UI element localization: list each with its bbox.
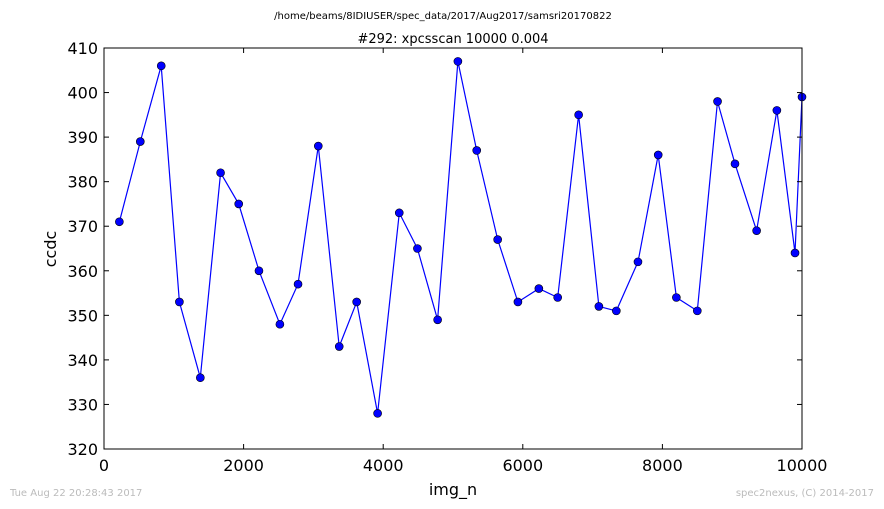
data-point [115,217,124,227]
y-axis-label: ccdc [41,231,60,268]
data-point [713,97,722,106]
x-tick-label: 4000 [363,456,404,475]
footer-credit: spec2nexus, (C) 2014-2017 [735,488,874,499]
y-tick-label: 340 [67,351,98,370]
x-tick-label: 0 [99,456,109,475]
x-tick-label: 10000 [777,456,828,475]
data-layer [115,57,807,418]
x-tick-label: 2000 [223,456,264,475]
data-point [156,61,166,71]
data-point [633,257,643,267]
data-point [196,373,205,383]
y-tick-label: 330 [67,395,98,414]
data-point [413,244,422,253]
data-point [574,110,583,120]
data-point [175,297,184,307]
y-tick-label: 380 [67,173,98,192]
series-line [118,61,803,414]
data-point [234,199,244,209]
plot-frame [103,47,803,450]
y-tick-label: 390 [67,128,98,147]
data-point [275,319,285,329]
data-point [594,302,604,311]
data-point [790,248,800,258]
data-point [135,137,145,146]
data-point [493,235,502,244]
data-point [612,306,621,316]
data-point [672,293,681,302]
data-point [293,279,303,289]
y-tick-label: 410 [67,39,98,58]
data-point [653,150,663,160]
x-tick-label: 8000 [642,456,683,475]
data-point [553,293,563,302]
x-tick-label: 6000 [502,456,543,475]
data-point [730,159,740,169]
y-tick-label: 370 [67,217,98,236]
data-point [513,297,523,307]
data-point [772,106,782,115]
x-axis-label: img_n [429,480,477,500]
y-tick-label: 360 [67,262,98,281]
data-point [352,297,361,307]
data-point [433,315,442,325]
data-point [692,306,702,316]
data-point [453,57,463,66]
data-point [394,208,404,218]
data-point [373,409,382,418]
data-point [752,226,761,235]
path-title: /home/beams/8IDIUSER/spec_data/2017/Aug2… [274,11,612,22]
data-point [313,141,323,151]
tick-layer: 0 2000 4000 6000 8000 10000 320 330 340 350 360 370… [67,39,827,475]
y-tick-label: 400 [67,84,98,103]
y-tick-label: 350 [67,306,98,325]
data-point [334,342,344,351]
data-point [472,146,482,155]
footer-timestamp: Tue Aug 22 20:28:43 2017 [10,488,143,499]
data-point [254,266,264,276]
chart-title: #292: xpcsscan 10000 0.004 [357,32,548,47]
data-point [534,284,544,293]
y-tick-label: 320 [67,440,98,459]
data-point [216,168,225,178]
